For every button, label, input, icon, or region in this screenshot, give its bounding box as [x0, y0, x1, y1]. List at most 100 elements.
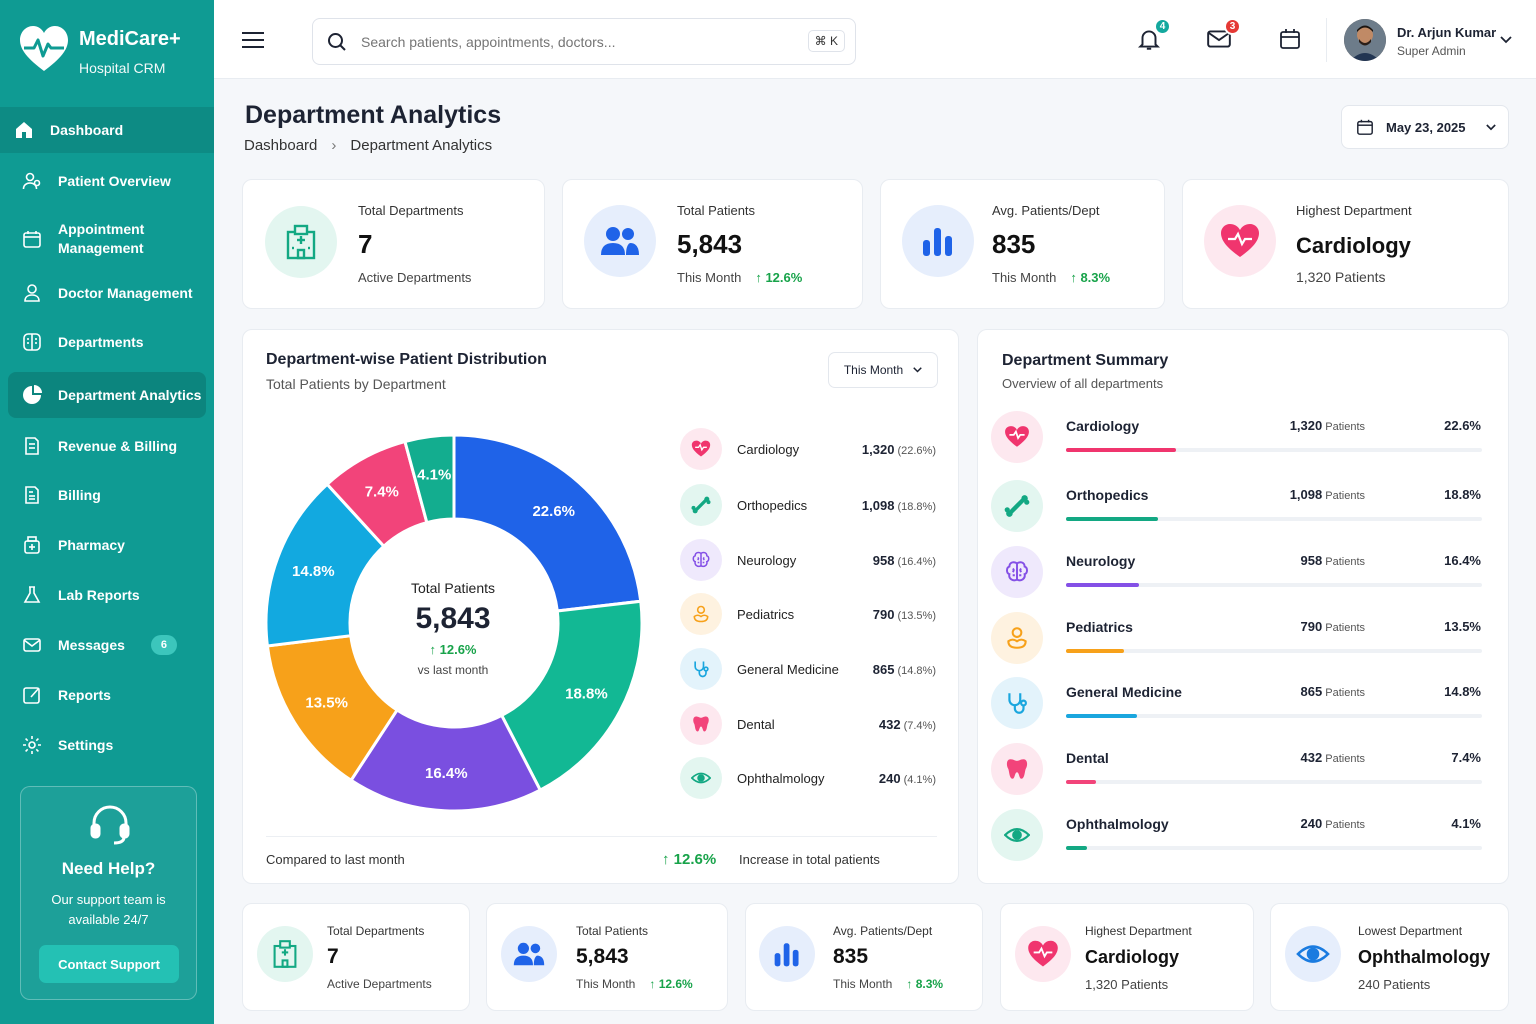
date-picker[interactable]: May 23, 2025: [1341, 105, 1509, 149]
summary-percent: 22.6%: [1444, 418, 1481, 433]
user-name[interactable]: Dr. Arjun Kumar: [1397, 25, 1497, 40]
summary-panel: [977, 329, 1509, 884]
stat-sub: This Month ↑ 8.3%: [833, 977, 943, 991]
summary-dept-name: Pediatrics: [1066, 619, 1133, 635]
summary-row[interactable]: Pediatrics 790 Patients 13.5%: [991, 612, 1491, 666]
menu-icon[interactable]: [242, 32, 264, 48]
stat-card-highest-department: Highest Department Cardiology 1,320 Pati…: [1182, 179, 1509, 309]
topbar-divider: [1326, 18, 1327, 62]
nav-billing[interactable]: Billing: [8, 472, 206, 518]
nav-patient-overview[interactable]: Patient Overview: [8, 158, 206, 204]
stat-sub: This Month ↑ 12.6%: [677, 270, 802, 285]
donut-slice-orthopedics[interactable]: [499, 599, 644, 793]
panel-title: Department-wise Patient Distribution: [266, 351, 547, 368]
stat-sub: 1,320 Patients: [1085, 977, 1169, 992]
nav-departments[interactable]: Departments: [8, 319, 206, 365]
stat-sub: This Month ↑ 8.3%: [992, 270, 1110, 285]
heart-icon: [680, 428, 722, 470]
nav-settings[interactable]: Settings: [8, 722, 206, 768]
legend-percent: (14.8%): [897, 664, 936, 677]
stat-label: Lowest Department: [1358, 924, 1463, 938]
compare-trend: ↑ 12.6%: [662, 851, 717, 868]
legend-item[interactable]: Dental 432 (7.4%): [680, 703, 940, 745]
stat-card-avg-patients: Avg. Patients/Dept 835 This Month ↑ 8.3%: [880, 179, 1165, 309]
legend-item[interactable]: General Medicine 865 (14.8%): [680, 648, 940, 690]
progress-fill: [1066, 583, 1139, 587]
breadcrumb-home[interactable]: Dashboard: [244, 137, 318, 154]
calendar-icon: [21, 228, 43, 250]
summary-row[interactable]: General Medicine 865 Patients 14.8%: [991, 677, 1491, 731]
summary-unit: Patients: [1325, 556, 1365, 568]
progress-track: [1066, 649, 1482, 653]
legend-count: 240: [878, 770, 901, 786]
nav-appointment-management[interactable]: Appointment Management: [8, 211, 206, 267]
summary-row[interactable]: Ophthalmology 240 Patients 4.1%: [991, 809, 1491, 863]
summary-patients: 1,098 Patients: [1290, 487, 1365, 502]
legend-item[interactable]: Ophthalmology 240 (4.1%): [680, 757, 940, 799]
progress-fill: [1066, 517, 1158, 521]
nav-label: Doctor Management: [58, 284, 193, 301]
nav-doctor-management[interactable]: Doctor Management: [8, 270, 206, 316]
stat-label: Highest Department: [1296, 203, 1412, 218]
nav-reports[interactable]: Reports: [8, 672, 206, 718]
stat-label: Total Patients: [677, 203, 756, 218]
legend-value: 240 (4.1%): [879, 771, 936, 786]
legend-label: Pediatrics: [737, 606, 795, 622]
donut-slice-cardiology[interactable]: [452, 433, 643, 613]
legend-item[interactable]: Neurology 958 (16.4%): [680, 539, 940, 581]
nav-label: Settings: [58, 736, 114, 753]
legend-label: Cardiology: [737, 441, 800, 457]
search-box[interactable]: ⌘ K: [312, 18, 856, 65]
mail-icon: [1207, 30, 1231, 48]
nav-department-analytics[interactable]: Department Analytics: [8, 372, 206, 418]
summary-row[interactable]: Neurology 958 Patients 16.4%: [991, 546, 1491, 600]
legend-item[interactable]: Cardiology 1,320 (22.6%): [680, 428, 940, 470]
calendar-button[interactable]: [1275, 24, 1305, 54]
summary-percent: 14.8%: [1444, 684, 1481, 699]
nav-dashboard[interactable]: Dashboard: [0, 107, 214, 153]
legend-count: 865: [872, 661, 895, 677]
stat-value: 5,843: [677, 229, 743, 259]
nav-revenue-billing[interactable]: Revenue & Billing: [8, 423, 206, 469]
contact-support-button[interactable]: Contact Support: [39, 945, 179, 983]
gear-icon: [21, 734, 43, 756]
mail-button[interactable]: 3: [1204, 18, 1241, 54]
summary-patients: 865 Patients: [1301, 684, 1365, 699]
donut-slice-neurology[interactable]: [348, 707, 543, 813]
chevron-down-icon[interactable]: [1500, 36, 1512, 44]
flask-icon: [21, 584, 43, 606]
legend-item[interactable]: Orthopedics 1,098 (18.8%): [680, 484, 940, 526]
stat-sub-text: This Month: [833, 977, 893, 991]
search-input[interactable]: [361, 33, 791, 50]
nav-messages[interactable]: Messages 6: [8, 622, 206, 668]
donut-slice-ophthalmology[interactable]: [403, 433, 456, 525]
bar-chart-icon: [759, 926, 815, 982]
period-select[interactable]: This Month: [828, 352, 938, 388]
panel-subtitle: Total Patients by Department: [266, 376, 446, 392]
avatar[interactable]: [1344, 19, 1386, 61]
notifications-button[interactable]: 4: [1134, 18, 1171, 54]
stat-card-total-departments: Total Departments 7 Active Departments: [242, 179, 545, 309]
summary-row[interactable]: Cardiology 1,320 Patients 22.6%: [991, 411, 1491, 465]
progress-track: [1066, 780, 1482, 784]
chevron-down-icon: [1485, 123, 1496, 130]
legend-item[interactable]: Pediatrics 790 (13.5%): [680, 593, 940, 635]
summary-dept-name: Cardiology: [1066, 418, 1140, 434]
summary-row[interactable]: Dental 432 Patients 7.4%: [991, 743, 1491, 797]
summary-dept-name: Dental: [1066, 750, 1109, 766]
heart-icon: [1204, 205, 1276, 277]
stat-sub: Active Departments: [358, 270, 472, 285]
trend-value: 12.6%: [439, 642, 477, 657]
nav-pharmacy[interactable]: Pharmacy: [8, 522, 206, 568]
breadcrumb-separator: ›: [331, 137, 337, 154]
stat-sub-text: This Month: [576, 977, 636, 991]
nav-lab-reports[interactable]: Lab Reports: [8, 572, 206, 618]
brand[interactable]: MediCare+ Hospital CRM: [18, 24, 181, 76]
topbar: ⌘ K 4 3 Dr. Arjun Kumar Super Admin: [214, 0, 1536, 79]
summary-count: 1,320: [1289, 418, 1323, 433]
legend-label: Orthopedics: [737, 497, 808, 513]
progress-track: [1066, 714, 1482, 718]
user-icon: [21, 282, 43, 304]
progress-track: [1066, 448, 1482, 452]
summary-row[interactable]: Orthopedics 1,098 Patients 18.8%: [991, 480, 1491, 534]
